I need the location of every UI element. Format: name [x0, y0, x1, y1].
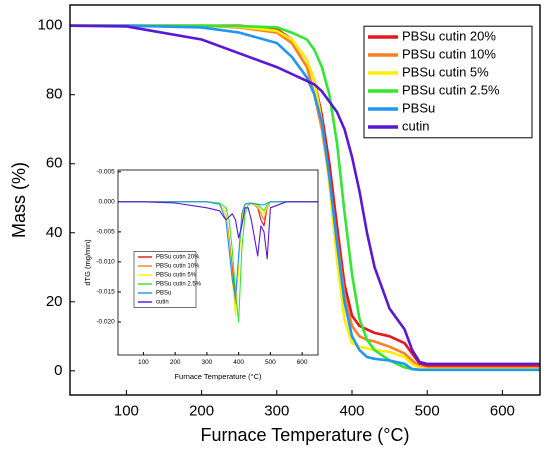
y-tick-label: -0.020	[96, 319, 115, 326]
x-tick-label: 100	[138, 359, 149, 366]
x-tick-label: 500	[415, 402, 440, 419]
x-tick-label: 400	[233, 359, 244, 366]
y-tick-label: 100	[37, 17, 62, 34]
y-tick-label: 0	[54, 362, 62, 379]
y-axis-label: Mass (%)	[9, 162, 29, 238]
data-line	[69, 24, 540, 366]
data-line	[70, 24, 540, 372]
x-tick-label: 300	[201, 359, 212, 366]
y-tick-label: 40	[46, 224, 63, 241]
y-tick-label: -0.005	[96, 229, 115, 236]
x-tick-label: 400	[339, 402, 364, 419]
legend-label: PBSu	[156, 291, 171, 297]
y-tick-label: -0.015	[96, 289, 115, 296]
y-tick-label: 20	[46, 293, 63, 310]
x-axis-label: Furnace Temperature (°C)	[201, 425, 410, 445]
legend-label: cutin	[156, 300, 169, 306]
legend-label: PBSu cutin 2.5%	[156, 282, 202, 288]
data-line	[118, 201, 318, 299]
x-tick-label: 600	[297, 359, 308, 366]
legend-label: cutin	[402, 118, 429, 133]
x-tick-label: 300	[264, 402, 289, 419]
data-line	[118, 201, 318, 260]
y-tick-label: -0.010	[96, 259, 115, 266]
legend-label: PBSu cutin 5%	[402, 64, 489, 79]
legend-label: PBSu cutin 20%	[402, 28, 496, 43]
legend-box	[363, 25, 533, 139]
x-axis-label: Furnace Temperature (°C)	[174, 372, 262, 381]
legend-label: PBSu	[402, 100, 435, 115]
data-line	[70, 24, 540, 371]
inset-chart: 100 200 300 400 500 600 -0.005 0.000 -0.005 -0.01…	[83, 169, 319, 381]
legend-label: PBSu cutin 20%	[156, 255, 200, 261]
y-tick-label: 80	[46, 86, 63, 103]
plot-frame	[69, 4, 541, 396]
y-tick-label: 60	[46, 155, 63, 172]
legend-box	[133, 251, 197, 308]
x-tick-label: 200	[170, 359, 181, 366]
x-tick-label: 500	[265, 359, 276, 366]
data-line	[118, 201, 318, 323]
legend-label: PBSu cutin 10%	[156, 264, 200, 270]
legend-label: PBSu cutin 2.5%	[402, 82, 500, 97]
plot-frame	[117, 169, 319, 356]
legend-label: PBSu cutin 5%	[156, 273, 197, 279]
x-tick-label: 200	[189, 402, 214, 419]
y-tick-label: -0.005	[96, 169, 115, 176]
y-axis-label: dTG (mg/min)	[83, 239, 92, 286]
y-tick-label: 0.000	[98, 199, 115, 206]
x-tick-label: 100	[114, 402, 139, 419]
legend-label: PBSu cutin 10%	[402, 46, 496, 61]
x-tick-label: 600	[490, 402, 515, 419]
